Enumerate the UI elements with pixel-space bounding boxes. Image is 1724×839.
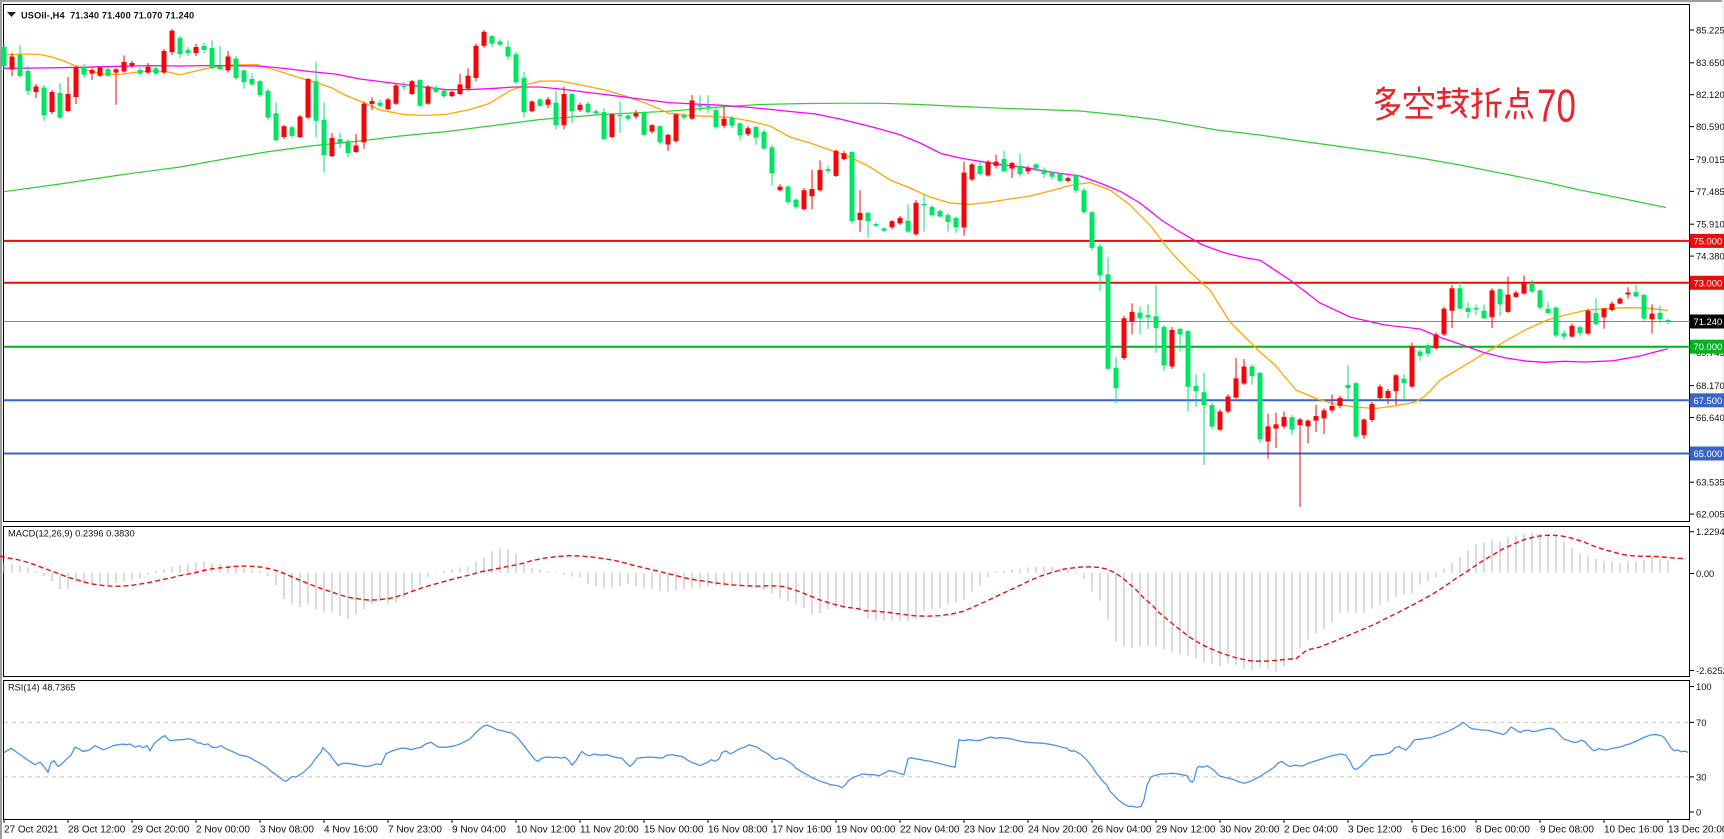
svg-text:29 Oct 20:00: 29 Oct 20:00	[132, 825, 190, 836]
svg-text:30: 30	[1696, 771, 1706, 782]
svg-text:26 Nov 04:00: 26 Nov 04:00	[1092, 825, 1152, 836]
svg-text:85.225: 85.225	[1696, 24, 1724, 35]
svg-text:30 Nov 20:00: 30 Nov 20:00	[1220, 825, 1280, 836]
svg-text:6 Dec 16:00: 6 Dec 16:00	[1412, 825, 1466, 836]
svg-text:MACD(12,26,9) 0.2396 0.3830: MACD(12,26,9) 0.2396 0.3830	[8, 529, 135, 539]
svg-text:77.485: 77.485	[1696, 186, 1724, 197]
svg-text:75.000: 75.000	[1694, 235, 1723, 246]
svg-text:23 Nov 12:00: 23 Nov 12:00	[964, 825, 1024, 836]
svg-text:9 Dec 08:00: 9 Dec 08:00	[1540, 825, 1594, 836]
svg-text:4 Nov 16:00: 4 Nov 16:00	[324, 825, 378, 836]
svg-text:83.650: 83.650	[1696, 57, 1724, 68]
svg-text:10 Dec 16:00: 10 Dec 16:00	[1604, 825, 1664, 836]
svg-text:80.590: 80.590	[1696, 121, 1724, 132]
svg-text:RSI(14) 48.7365: RSI(14) 48.7365	[8, 683, 75, 693]
svg-text:68.170: 68.170	[1696, 380, 1724, 391]
svg-text:10 Nov 12:00: 10 Nov 12:00	[516, 825, 576, 836]
svg-text:USOil-,H4 71.340 71.400 71.07: USOil-,H4 71.340 71.400 71.070 71.240	[21, 11, 194, 21]
svg-text:63.535: 63.535	[1696, 477, 1724, 488]
svg-text:13 Dec 20:00: 13 Dec 20:00	[1668, 825, 1724, 836]
svg-text:15 Nov 00:00: 15 Nov 00:00	[644, 825, 704, 836]
svg-text:2 Dec 04:00: 2 Dec 04:00	[1284, 825, 1338, 836]
svg-text:11 Nov 20:00: 11 Nov 20:00	[580, 825, 639, 836]
svg-text:19 Nov 00:00: 19 Nov 00:00	[836, 825, 896, 836]
svg-text:3 Dec 12:00: 3 Dec 12:00	[1348, 825, 1402, 836]
svg-text:28 Oct 12:00: 28 Oct 12:00	[68, 825, 126, 836]
svg-text:1.2294: 1.2294	[1696, 526, 1724, 537]
svg-text:17 Nov 16:00: 17 Nov 16:00	[772, 825, 832, 836]
svg-text:8 Dec 00:00: 8 Dec 00:00	[1476, 825, 1530, 836]
svg-text:74.380: 74.380	[1696, 251, 1724, 262]
svg-text:3 Nov 08:00: 3 Nov 08:00	[260, 825, 314, 836]
svg-text:0.00: 0.00	[1696, 568, 1714, 579]
svg-text:62.005: 62.005	[1696, 509, 1724, 520]
svg-text:70: 70	[1537, 80, 1576, 132]
svg-text:67.500: 67.500	[1694, 395, 1723, 406]
svg-text:2 Nov 00:00: 2 Nov 00:00	[196, 825, 250, 836]
svg-text:100: 100	[1696, 681, 1712, 692]
svg-text:75.910: 75.910	[1696, 219, 1724, 230]
svg-text:29 Nov 12:00: 29 Nov 12:00	[1156, 825, 1216, 836]
svg-text:71.240: 71.240	[1694, 316, 1723, 327]
svg-text:0: 0	[1696, 806, 1701, 817]
svg-text:22 Nov 04:00: 22 Nov 04:00	[900, 825, 960, 836]
svg-text:73.000: 73.000	[1694, 277, 1723, 288]
svg-text:82.120: 82.120	[1696, 89, 1724, 100]
svg-text:65.000: 65.000	[1694, 448, 1723, 459]
svg-text:7 Nov 23:00: 7 Nov 23:00	[388, 825, 442, 836]
svg-text:24 Nov 20:00: 24 Nov 20:00	[1028, 825, 1088, 836]
svg-text:16 Nov 08:00: 16 Nov 08:00	[708, 825, 768, 836]
svg-text:70.000: 70.000	[1694, 341, 1723, 352]
svg-text:66.640: 66.640	[1696, 412, 1724, 423]
svg-text:9 Nov 04:00: 9 Nov 04:00	[452, 825, 506, 836]
svg-text:70: 70	[1696, 717, 1706, 728]
svg-text:-2.6252: -2.6252	[1696, 665, 1724, 676]
svg-text:79.015: 79.015	[1696, 154, 1724, 165]
svg-text:27 Oct 2021: 27 Oct 2021	[4, 825, 59, 836]
